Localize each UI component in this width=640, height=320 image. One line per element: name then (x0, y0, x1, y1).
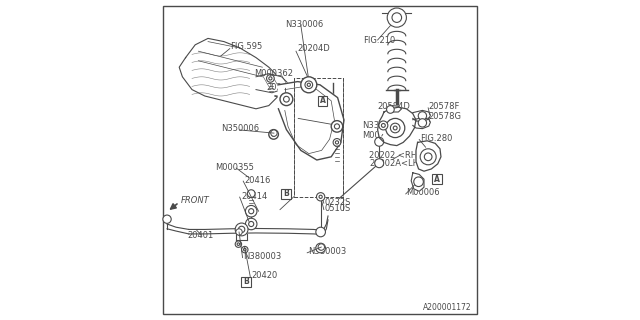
Circle shape (335, 124, 340, 129)
Circle shape (392, 13, 402, 22)
Text: FRONT: FRONT (181, 196, 209, 204)
Circle shape (333, 139, 341, 146)
Circle shape (246, 218, 257, 230)
Polygon shape (412, 173, 424, 191)
Circle shape (163, 215, 172, 223)
Text: 20414: 20414 (241, 192, 268, 201)
Text: 20578F: 20578F (429, 102, 460, 111)
Circle shape (236, 223, 248, 236)
Circle shape (393, 126, 397, 130)
Circle shape (237, 243, 240, 245)
Circle shape (318, 244, 324, 250)
Circle shape (379, 122, 385, 128)
Circle shape (385, 118, 405, 138)
Circle shape (424, 153, 432, 161)
Text: 20420: 20420 (251, 271, 278, 280)
Circle shape (247, 190, 255, 197)
Circle shape (236, 241, 242, 247)
Circle shape (316, 227, 326, 237)
Text: 20416: 20416 (244, 176, 271, 185)
Circle shape (266, 75, 274, 82)
Circle shape (305, 81, 312, 89)
Circle shape (301, 77, 317, 93)
Text: 20202A<LH>: 20202A<LH> (369, 159, 426, 168)
Circle shape (280, 93, 292, 106)
Text: N350006: N350006 (221, 124, 259, 133)
Circle shape (246, 205, 257, 217)
Circle shape (242, 246, 248, 253)
Bar (241, 277, 252, 286)
Text: M000362: M000362 (254, 69, 293, 78)
Text: FIG.210: FIG.210 (363, 36, 395, 44)
Circle shape (248, 221, 253, 227)
Circle shape (248, 209, 253, 214)
Circle shape (319, 195, 323, 198)
Text: 0232S: 0232S (325, 198, 351, 207)
Circle shape (272, 132, 276, 136)
Circle shape (379, 121, 388, 130)
Text: 20204I: 20204I (266, 83, 295, 92)
Circle shape (387, 8, 406, 27)
Circle shape (271, 130, 277, 136)
Circle shape (420, 149, 436, 165)
Text: A: A (434, 175, 440, 184)
Circle shape (332, 121, 343, 132)
Circle shape (319, 246, 323, 250)
Text: 20578G: 20578G (429, 112, 462, 121)
Polygon shape (256, 74, 288, 93)
Polygon shape (278, 82, 344, 160)
Circle shape (419, 112, 427, 120)
Polygon shape (413, 118, 430, 129)
Text: M000355: M000355 (215, 163, 254, 172)
Circle shape (387, 106, 394, 113)
Polygon shape (413, 110, 430, 122)
Circle shape (238, 226, 244, 233)
Bar (294, 78, 344, 197)
Text: FIG.280: FIG.280 (420, 134, 452, 143)
Circle shape (414, 177, 424, 187)
Circle shape (375, 159, 384, 168)
Polygon shape (387, 106, 402, 112)
Circle shape (316, 243, 326, 253)
Bar (281, 189, 291, 198)
Circle shape (419, 119, 427, 127)
Circle shape (307, 83, 310, 86)
Text: 20401: 20401 (187, 231, 214, 240)
Text: A200001172: A200001172 (424, 303, 472, 312)
Text: 20204D: 20204D (297, 44, 330, 53)
Circle shape (316, 193, 325, 201)
Bar (317, 96, 328, 106)
Circle shape (244, 248, 246, 251)
Circle shape (269, 130, 278, 139)
Text: B: B (283, 189, 289, 198)
Text: N330006: N330006 (285, 20, 323, 28)
Circle shape (375, 137, 384, 146)
Circle shape (269, 77, 272, 80)
Circle shape (335, 141, 339, 144)
Text: 20584D: 20584D (377, 102, 410, 111)
Bar (432, 174, 442, 184)
Polygon shape (179, 38, 282, 109)
Text: B: B (244, 277, 249, 286)
Circle shape (381, 124, 385, 127)
Text: 0510S: 0510S (325, 204, 351, 213)
Text: FIG.595: FIG.595 (230, 42, 262, 51)
Text: N380003: N380003 (243, 252, 282, 261)
Text: 20202 <RH>: 20202 <RH> (369, 151, 424, 160)
Text: N330007: N330007 (362, 121, 401, 130)
Polygon shape (378, 107, 416, 146)
Circle shape (284, 96, 289, 102)
Text: M00006: M00006 (406, 188, 440, 197)
Text: A: A (319, 96, 326, 105)
Circle shape (236, 229, 242, 235)
Circle shape (390, 123, 400, 133)
Text: 20206: 20206 (300, 113, 326, 122)
Polygon shape (416, 141, 441, 171)
Text: N380003: N380003 (308, 247, 346, 256)
Text: M000346: M000346 (362, 131, 401, 140)
